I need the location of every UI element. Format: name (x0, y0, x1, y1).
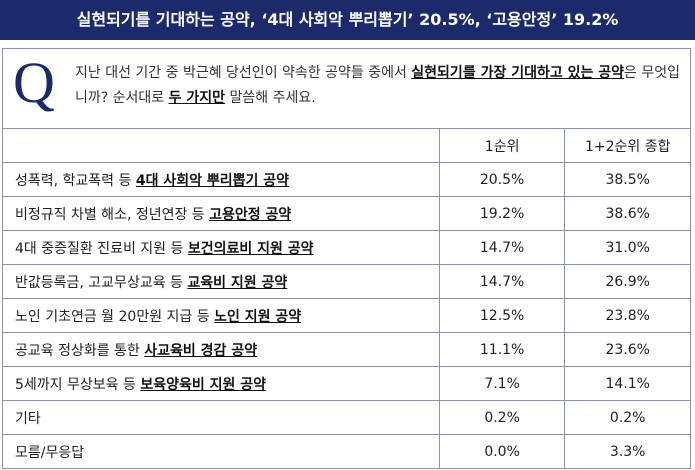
row-label: 성폭력, 학교폭력 등 4대 사회악 뿌리뽑기 공약 (2, 162, 440, 197)
table-row: 모름/무응답 0.0% 3.3% (2, 434, 691, 469)
header-blank (2, 128, 440, 163)
first-rank: 11.1% (438, 332, 566, 367)
label-key: 사교육비 경감 공약 (144, 342, 258, 359)
header-cell: 1+2순위 종합 (564, 128, 691, 163)
first-rank: 7.1% (438, 366, 566, 401)
table-row: 노인 기초연금 월 20만원 지급 등 노인 지원 공약 12.5% 23.8% (2, 298, 691, 333)
question-part: 은 무엇입니까? 순서대로 (75, 65, 680, 106)
label-key: 4대 사회악 뿌리뽑기 공약 (135, 172, 290, 189)
table-row: 공교육 정상화를 통한 사교육비 경감 공약 11.1% 23.6% (2, 332, 691, 367)
label-text: 5세까지 무상보육 등 (15, 376, 141, 393)
combined-rank: 23.8% (564, 298, 691, 333)
table-row: 기타 0.2% 0.2% (2, 400, 691, 435)
combined-rank: 38.5% (564, 162, 691, 197)
table-row: 비정규직 차별 해소, 정년연장 등 고용안정 공약 19.2% 38.6% (2, 196, 691, 231)
label-key: 보육양육비 지원 공약 (140, 376, 266, 393)
title-bar: 실현되기를 기대하는 공약, ‘4대 사회악 뿌리뽑기’ 20.5%, ‘고용안… (0, 0, 695, 40)
combined-rank: 3.3% (564, 434, 691, 469)
label-key: 노인 지원 공약 (214, 308, 302, 325)
row-label: 비정규직 차별 해소, 정년연장 등 고용안정 공약 (2, 196, 440, 231)
row-label: 4대 중증질환 진료비 지원 등 보건의료비 지원 공약 (2, 230, 440, 265)
header-cell: 1순위 (438, 128, 566, 163)
label-text: 기타 (15, 410, 41, 427)
label-text: 모름/무응답 (15, 444, 85, 461)
label-text: 성폭력, 학교폭력 등 (15, 172, 136, 189)
combined-rank: 0.2% (564, 400, 691, 435)
table-row: 4대 중증질환 진료비 지원 등 보건의료비 지원 공약 14.7% 31.0% (2, 230, 691, 265)
table-row: 반값등록금, 고교무상교육 등 교육비 지원 공약 14.7% 26.9% (2, 264, 691, 299)
table-row: 성폭력, 학교폭력 등 4대 사회악 뿌리뽑기 공약 20.5% 38.5% (2, 162, 691, 197)
result-table: 1순위 1+2순위 종합 성폭력, 학교폭력 등 4대 사회악 뿌리뽑기 공약 20.… (2, 128, 691, 469)
combined-rank: 38.6% (564, 196, 691, 231)
first-rank: 0.0% (438, 434, 566, 469)
label-text: 노인 기초연금 월 20만원 지급 등 (15, 308, 215, 325)
first-rank: 12.5% (438, 298, 566, 333)
row-label: 모름/무응답 (2, 434, 440, 469)
combined-rank: 26.9% (564, 264, 691, 299)
question-emphasis: 실현되기를 가장 기대하고 있는 공약 (411, 65, 624, 81)
label-key: 교육비 지원 공약 (187, 274, 288, 291)
row-label: 공교육 정상화를 통한 사교육비 경감 공약 (2, 332, 440, 367)
question-text: 지난 대선 기간 중 박근혜 당선인이 약속한 공약들 중에서 실현되기를 가장… (75, 61, 682, 111)
question-box: Q 지난 대선 기간 중 박근혜 당선인이 약속한 공약들 중에서 실현되기를 … (2, 48, 691, 128)
row-label: 노인 기초연금 월 20만원 지급 등 노인 지원 공약 (2, 298, 440, 333)
row-label: 기타 (2, 400, 440, 435)
question-emphasis: 두 가지만 (168, 90, 226, 106)
label-text: 공교육 정상화를 통한 (15, 342, 145, 359)
label-key: 보건의료비 지원 공약 (187, 240, 314, 257)
combined-rank: 31.0% (564, 230, 691, 265)
first-rank: 19.2% (438, 196, 566, 231)
question-mark: Q (13, 50, 55, 115)
label-key: 고용안정 공약 (209, 206, 292, 223)
first-rank: 0.2% (438, 400, 566, 435)
label-text: 비정규직 차별 해소, 정년연장 등 (15, 206, 210, 223)
combined-rank: 23.6% (564, 332, 691, 367)
question-part: 말씀해 주세요. (225, 90, 316, 106)
header-row: 1순위 1+2순위 종합 (2, 128, 691, 163)
first-rank: 14.7% (438, 230, 566, 265)
table-row: 5세까지 무상보육 등 보육양육비 지원 공약 7.1% 14.1% (2, 366, 691, 401)
label-text: 반값등록금, 고교무상교육 등 (15, 274, 188, 291)
first-rank: 20.5% (438, 162, 566, 197)
first-rank: 14.7% (438, 264, 566, 299)
row-label: 5세까지 무상보육 등 보육양육비 지원 공약 (2, 366, 440, 401)
row-label: 반값등록금, 고교무상교육 등 교육비 지원 공약 (2, 264, 440, 299)
question-part: 지난 대선 기간 중 박근혜 당선인이 약속한 공약들 중에서 (75, 65, 412, 81)
combined-rank: 14.1% (564, 366, 691, 401)
label-text: 4대 중증질환 진료비 지원 등 (15, 240, 188, 257)
